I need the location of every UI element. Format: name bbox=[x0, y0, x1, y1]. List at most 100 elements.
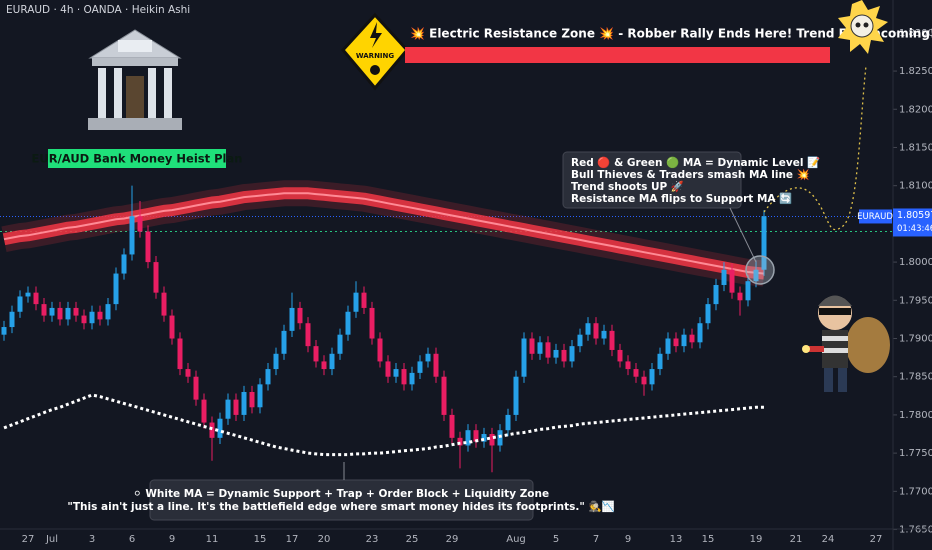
candle-body bbox=[81, 315, 87, 324]
x-tick-label: 20 bbox=[318, 534, 331, 545]
candle-body bbox=[617, 349, 623, 362]
candle-body bbox=[465, 430, 471, 446]
plan-label-box bbox=[48, 149, 226, 168]
candle-body bbox=[209, 422, 215, 438]
candle-body bbox=[89, 311, 95, 324]
candle-body bbox=[561, 349, 567, 362]
x-tick-label: 13 bbox=[670, 534, 683, 545]
candle-body bbox=[329, 353, 335, 370]
y-tick-label: 1.83000 bbox=[899, 28, 932, 39]
x-tick-label: 27 bbox=[22, 534, 35, 545]
price-box bbox=[893, 208, 932, 237]
candle-body bbox=[657, 353, 663, 370]
candle-body bbox=[689, 334, 695, 343]
candle-body bbox=[169, 315, 175, 339]
candle-body bbox=[737, 292, 743, 301]
candle-body bbox=[273, 353, 279, 370]
candle-body bbox=[665, 338, 671, 354]
candle-body bbox=[513, 376, 519, 415]
candle-body bbox=[289, 307, 295, 331]
candle-body bbox=[729, 269, 735, 293]
x-tick-label: Aug bbox=[506, 534, 526, 545]
x-tick-label: 5 bbox=[553, 534, 559, 545]
candle-body bbox=[97, 311, 103, 320]
countdown-label: 01:43:46 bbox=[897, 224, 932, 234]
y-tick-label: 1.79000 bbox=[899, 334, 932, 345]
candle-body bbox=[593, 323, 599, 339]
candle-body bbox=[449, 414, 455, 438]
candle-body bbox=[481, 434, 487, 442]
candle-body bbox=[641, 376, 647, 385]
candle-body bbox=[297, 307, 303, 324]
candle-body bbox=[673, 338, 679, 347]
y-tick-label: 1.82000 bbox=[899, 104, 932, 115]
y-tick-label: 1.79500 bbox=[899, 295, 932, 306]
candle-body bbox=[57, 307, 63, 320]
candle-body bbox=[489, 434, 495, 446]
x-tick-label: 19 bbox=[750, 534, 763, 545]
candle-body bbox=[417, 361, 423, 373]
candle-body bbox=[505, 414, 511, 431]
bank-icon bbox=[88, 29, 182, 130]
candle-body bbox=[137, 216, 143, 232]
candle-body bbox=[305, 323, 311, 347]
candle-body bbox=[345, 311, 351, 335]
candle-body bbox=[313, 346, 319, 362]
candle-body bbox=[425, 353, 431, 362]
candle-body bbox=[401, 369, 407, 385]
candle-body bbox=[25, 292, 31, 297]
candle-body bbox=[377, 338, 383, 362]
candle-body bbox=[201, 399, 207, 423]
ma-line bbox=[3, 393, 764, 457]
candle-body bbox=[361, 292, 367, 308]
footer-line: ⚪ White MA = Dynamic Support + Trap + Or… bbox=[133, 488, 549, 500]
candle-body bbox=[73, 307, 79, 316]
x-tick-label: 11 bbox=[206, 534, 219, 545]
candle-body bbox=[649, 369, 655, 385]
x-tick-label: 27 bbox=[870, 534, 883, 545]
candle-body bbox=[521, 338, 527, 377]
y-tick-label: 1.80000 bbox=[899, 257, 932, 268]
candle-body bbox=[681, 334, 687, 347]
candle-body bbox=[441, 376, 447, 415]
x-tick-label: 15 bbox=[702, 534, 715, 545]
warning-sign bbox=[341, 12, 409, 91]
y-tick-label: 1.82500 bbox=[899, 66, 932, 77]
price-label: 1.80597 bbox=[897, 210, 932, 221]
candle-body bbox=[633, 369, 639, 377]
candle-body bbox=[9, 311, 15, 328]
candle-body bbox=[217, 418, 223, 438]
y-tick-label: 1.76500 bbox=[899, 525, 932, 536]
candle-body bbox=[49, 307, 55, 316]
candle-body bbox=[129, 216, 135, 255]
candle-body bbox=[705, 304, 711, 324]
warning-text: WARNING bbox=[356, 52, 395, 60]
tooltip-box bbox=[562, 151, 742, 209]
candle-body bbox=[161, 292, 167, 316]
candle-body bbox=[745, 281, 751, 301]
headline: 💥 Electric Resistance Zone 💥 - Robber Ra… bbox=[410, 27, 932, 41]
resistance-banner bbox=[405, 47, 830, 63]
candle-body bbox=[457, 437, 463, 446]
x-tick-label: 7 bbox=[593, 534, 599, 545]
tooltip-pointer bbox=[729, 207, 757, 263]
footer-box bbox=[149, 479, 534, 521]
plan-label: EUR/AUD Bank Money Heist Plan bbox=[32, 152, 243, 166]
tooltip-line: Bull Thieves & Traders smash MA line 💥 bbox=[571, 168, 810, 181]
tooltip-line: Resistance MA flips to Support MA 🔄 bbox=[571, 192, 792, 205]
projection-path bbox=[763, 65, 867, 231]
candle-body bbox=[321, 361, 327, 370]
candle-body bbox=[105, 304, 111, 320]
candle-body bbox=[241, 391, 247, 415]
candle-body bbox=[761, 216, 767, 270]
candle-body bbox=[1, 327, 7, 335]
candle-body bbox=[601, 330, 607, 339]
candle-body bbox=[369, 307, 375, 339]
x-tick-label: Jul bbox=[45, 534, 58, 545]
candle-body bbox=[473, 430, 479, 442]
candle-body bbox=[609, 330, 615, 350]
candle-body bbox=[553, 349, 559, 358]
candle-body bbox=[353, 292, 359, 312]
x-tick-label: 21 bbox=[790, 534, 803, 545]
y-tick-label: 1.81000 bbox=[899, 181, 932, 192]
